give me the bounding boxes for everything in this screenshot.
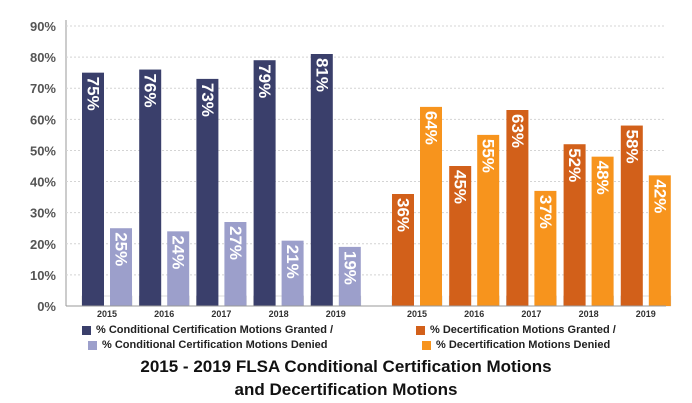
legend-label-decert-granted: % Decertification Motions Granted /: [430, 324, 616, 336]
legend-swatch-conditional-denied: [88, 340, 97, 350]
x-tick-label: 2017: [211, 309, 231, 319]
bar-value-label: 75%: [84, 77, 103, 111]
bar-conditional-granted-2019: [310, 54, 333, 306]
x-tick-label: 2015: [97, 309, 117, 319]
legend-swatch-conditional-granted: [82, 325, 91, 335]
x-tick-label: 2019: [326, 309, 346, 319]
bar-conditional-denied-2015: [110, 228, 132, 306]
y-tick-label: 80%: [30, 50, 56, 65]
bar-value-label: 64%: [422, 111, 441, 145]
bar-value-label: 37%: [536, 195, 555, 229]
y-tick-label: 10%: [30, 268, 56, 283]
bar-conditional-granted-2017: [196, 78, 219, 306]
x-tick-label: 2018: [269, 309, 289, 319]
bar-decertification-granted-2015: [392, 194, 414, 306]
legend-conditional-denied: % Conditional Certification Motions Deni…: [88, 339, 328, 351]
bar-decertification-granted-2017: [506, 110, 529, 306]
bar-conditional-denied-2019: [338, 246, 361, 306]
bar-value-label: 81%: [312, 58, 331, 92]
y-tick-label: 20%: [30, 237, 56, 252]
legend-label-conditional-denied: % Conditional Certification Motions Deni…: [102, 339, 328, 351]
y-tick-label: 90%: [30, 19, 56, 34]
legend-label-conditional-granted: % Conditional Certification Motions Gran…: [96, 324, 334, 336]
bar-decertification-granted-2016: [449, 166, 472, 306]
x-tick-label: 2018: [579, 309, 599, 319]
x-tick-label: 2016: [154, 309, 174, 319]
bar-value-label: 79%: [255, 64, 274, 98]
bar-conditional-granted-2018: [253, 60, 276, 306]
bar-conditional-denied-2017: [224, 222, 247, 306]
bar-value-label: 27%: [226, 226, 245, 260]
bar-decertification-denied-2019: [648, 175, 671, 306]
chart-title-line2: and Decertification Motions: [234, 380, 458, 399]
bar-value-label: 52%: [565, 148, 584, 182]
bar-decertification-denied-2018: [591, 156, 614, 306]
y-tick-label: 30%: [30, 206, 56, 221]
y-tick-label: 60%: [30, 112, 56, 127]
chart-title: 2015 - 2019 FLSA Conditional Certificati…: [140, 357, 552, 376]
bar-value-label: 55%: [479, 139, 498, 173]
bar-value-label: 63%: [508, 114, 527, 148]
bar-value-label: 73%: [198, 83, 217, 117]
x-tick-label: 2019: [636, 309, 656, 319]
bar-conditional-denied-2018: [281, 240, 304, 306]
bar-decertification-granted-2018: [563, 144, 586, 306]
x-tick-label: 2017: [521, 309, 541, 319]
legend-conditional-granted: % Conditional Certification Motions Gran…: [82, 324, 333, 336]
legend-swatch-decert-granted: [416, 325, 425, 335]
legend-label-decert-denied: % Decertification Motions Denied: [436, 339, 611, 351]
y-tick-label: 50%: [30, 143, 56, 158]
bar-value-label: 19%: [340, 251, 359, 285]
y-tick-label: 0%: [37, 299, 56, 314]
legend-decert-granted: % Decertification Motions Granted /: [416, 324, 616, 336]
bar-conditional-granted-2015: [82, 72, 104, 307]
bar-decertification-granted-2019: [620, 125, 643, 306]
bar-conditional-denied-2016: [167, 231, 190, 306]
bar-decertification-denied-2017: [534, 190, 557, 306]
bar-value-label: 24%: [169, 235, 188, 269]
x-tick-label: 2016: [464, 309, 484, 319]
y-tick-label: 70%: [30, 81, 56, 96]
bar-value-label: 21%: [283, 245, 302, 279]
bar-value-label: 25%: [112, 232, 131, 266]
bar-value-label: 45%: [451, 170, 470, 204]
bar-value-label: 42%: [650, 179, 669, 213]
bar-value-label: 48%: [593, 161, 612, 195]
bar-value-label: 58%: [622, 130, 641, 164]
y-tick-label: 40%: [30, 175, 56, 190]
legend-decert-denied: % Decertification Motions Denied: [422, 339, 610, 351]
bar-value-label: 76%: [141, 74, 160, 108]
bar-decertification-denied-2016: [477, 134, 500, 306]
bar-decertification-denied-2015: [420, 106, 442, 306]
bar-value-label: 36%: [394, 198, 413, 232]
x-tick-label: 2015: [407, 309, 427, 319]
legend-swatch-decert-denied: [422, 340, 431, 350]
bar-conditional-granted-2016: [139, 69, 162, 306]
